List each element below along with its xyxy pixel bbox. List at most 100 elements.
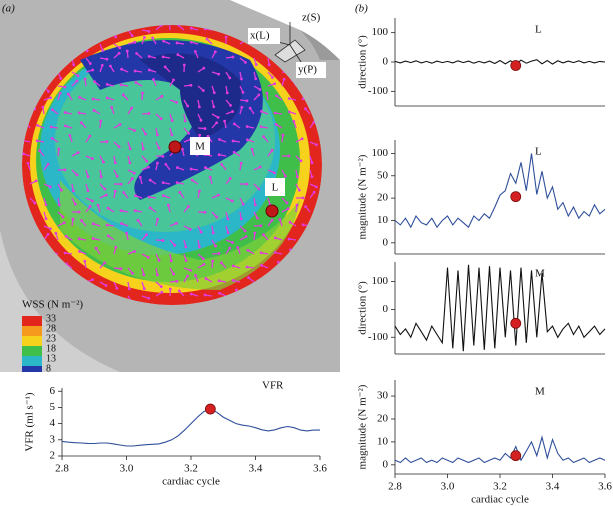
flow-arrowhead [83,259,87,263]
flow-arrowhead [172,272,175,276]
flow-arrowhead [128,147,132,151]
flow-arrowhead [141,91,144,95]
flow-arrowhead [228,177,232,180]
flow-arrowhead [118,46,122,50]
flow-arrowhead [282,77,286,81]
y-tick-label: 0 [383,303,389,315]
highlight-point [510,450,522,462]
flow-arrowhead [189,167,193,171]
flow-arrowhead [189,83,193,87]
flow-arrowhead [310,175,314,179]
y-axis-label: direction (°) [357,281,369,335]
y-tick-label: 5 [50,401,56,413]
flow-arrowhead [99,119,103,123]
flow-arrowhead [156,161,159,165]
flow-arrowhead [217,153,221,157]
flow-arrowhead [147,29,151,33]
highlight-point [510,60,522,71]
axis-triad-label: x(L) [250,30,270,42]
flow-arrowhead [201,89,205,92]
flow-arrowhead [147,112,151,115]
flow-arrowhead [136,218,140,222]
flow-arrowhead [199,230,203,234]
flow-arrowhead [286,207,290,211]
flow-arrowhead [130,177,134,180]
flow-arrowhead [213,50,217,54]
flow-arrowhead [292,119,296,123]
flow-arrowhead [254,63,258,66]
flow-arrowhead [145,233,148,237]
flow-arrowhead [203,166,207,170]
x-tick-label: 3.4 [546,481,560,493]
flow-arrowhead [79,121,83,125]
flow-arrowhead [314,185,318,189]
flow-arrowhead [35,139,39,143]
flow-arrowhead [58,91,62,95]
x-axis-label: cardiac cycle [162,476,220,488]
flow-arrowhead [283,174,287,178]
flow-arrowhead [203,127,207,130]
flow-arrowhead [91,157,94,161]
flow-arrowhead [117,145,121,149]
flow-arrowhead [94,246,98,250]
flow-arrowhead [101,49,105,52]
flow-arrowhead [186,104,190,108]
flow-arrowhead [131,271,134,275]
flow-arrowhead [304,205,307,208]
flow-arrowhead [170,119,174,123]
flow-arrowhead [214,244,217,248]
flow-arrowhead [91,97,95,101]
flow-arrowhead [91,222,95,226]
flow-arrowhead [114,35,117,39]
flow-arrowhead [229,103,232,107]
flow-arrowhead [96,203,100,207]
flow-arrowhead [315,143,318,147]
flow-arrowhead [288,220,292,224]
flow-arrowhead [300,137,304,141]
flow-arrowhead [193,50,197,53]
flow-arrowhead [310,161,314,165]
flow-arrowhead [231,110,234,113]
flow-arrowhead [175,41,179,45]
flow-arrowhead [164,162,168,166]
flow-arrowhead [134,81,138,84]
flow-arrowhead [270,148,274,152]
flow-arrowhead [157,146,161,150]
flow-arrowhead [59,77,63,80]
data-line [61,408,320,447]
flow-arrowhead [189,292,193,296]
flow-arrowhead [93,80,96,84]
panel-label: (a) [2,3,15,15]
flow-arrowhead [73,202,77,206]
flow-arrowhead [62,221,66,225]
flow-arrowhead [121,93,125,97]
flow-arrowhead [175,181,179,185]
flow-arrowhead [244,235,248,238]
flow-arrowhead [217,72,221,76]
flow-arrowhead [312,190,316,194]
flow-arrowhead [267,63,271,67]
x-tick-label: 2.8 [55,463,69,475]
flow-arrowhead [198,133,202,137]
flow-arrowhead [83,77,87,81]
x-axis-label: cardiac cycle [471,494,529,506]
flow-arrowhead [120,222,123,225]
flow-arrowhead [133,69,137,73]
flow-arrowhead [122,191,126,194]
flow-arrowhead [211,259,214,263]
y-tick-label: 0 [383,236,389,248]
flow-arrowhead [212,91,216,95]
flow-arrowhead [177,289,181,293]
flow-arrowhead [156,217,159,221]
y-tick-label: 50 [377,169,389,181]
flow-arrowhead [215,215,219,219]
flow-arrowhead [270,218,274,222]
y-axis-label: VFR (ml s⁻¹) [24,392,36,452]
flow-arrowhead [105,57,109,61]
flow-arrowhead [102,160,105,164]
flow-arrowhead [113,161,117,165]
flow-arrowhead [143,36,146,39]
flow-arrowhead [287,237,291,241]
flow-arrowhead [99,175,103,179]
flow-arrowhead [48,185,52,189]
